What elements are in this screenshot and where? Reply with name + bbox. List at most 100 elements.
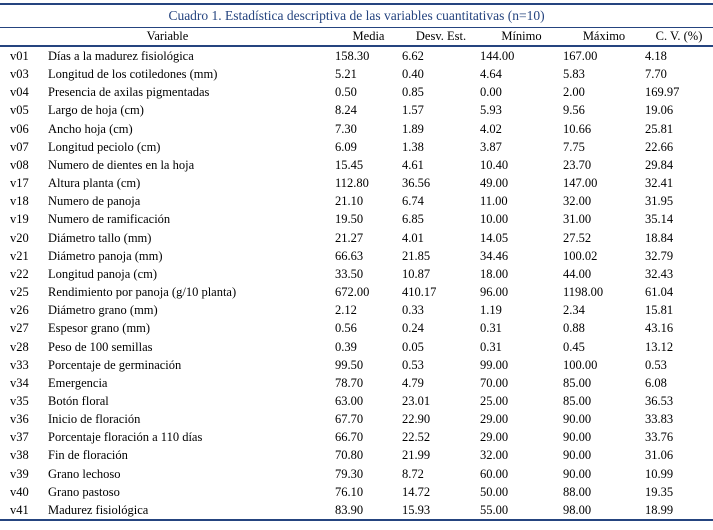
maximo-value: 85.00	[563, 375, 592, 390]
variable-name: Ancho hoja (cm)	[48, 121, 133, 136]
media-value: 67.70	[335, 412, 364, 427]
cv-value: 6.08	[645, 375, 667, 390]
media-value: 21.27	[335, 230, 364, 245]
maximo-value: 90.00	[563, 412, 592, 427]
media-value: 21.10	[335, 194, 364, 209]
variable-code: v40	[10, 484, 29, 499]
desv-est-value: 4.79	[402, 375, 424, 390]
desv-est-value: 8.72	[402, 466, 424, 481]
table-row: v38 Fin de floración 70.80 21.99 32.00 90.00 3…	[0, 446, 713, 464]
table-row: v27 Espesor grano (mm) 0.56 0.24 0.31 0.88 43.…	[0, 319, 713, 337]
table-row: v20 Diámetro tallo (mm) 21.27 4.01 14.05 27.5…	[0, 229, 713, 247]
variable-name: Grano pastoso	[48, 484, 120, 499]
cv-value: 31.06	[645, 448, 674, 463]
variable-code: v26	[10, 303, 29, 318]
maximo-value: 85.00	[563, 393, 592, 408]
variable-name: Rendimiento por panoja (g/10 planta)	[48, 285, 237, 300]
variable-code: v04	[10, 85, 29, 100]
minimo-value: 29.00	[480, 412, 509, 427]
desv-est-value: 4.01	[402, 230, 424, 245]
variable-name: Presencia de axilas pigmentadas	[48, 85, 210, 100]
table-row: v25 Rendimiento por panoja (g/10 planta) 6…	[0, 283, 713, 301]
variable-code: v41	[10, 502, 29, 517]
minimo-value: 144.00	[480, 49, 515, 63]
cv-value: 13.12	[645, 339, 674, 354]
cv-value: 0.53	[645, 357, 667, 372]
variable-name: Emergencia	[48, 375, 108, 390]
desv-est-value: 15.93	[402, 502, 431, 517]
media-value: 2.12	[335, 303, 357, 318]
media-value: 99.50	[335, 357, 364, 372]
table-row: v34 Emergencia 78.70 4.79 70.00 85.00 6.08	[0, 374, 713, 392]
maximo-value: 9.56	[563, 103, 585, 118]
variable-name: Peso de 100 semillas	[48, 339, 153, 354]
maximo-value: 27.52	[563, 230, 592, 245]
minimo-value: 10.00	[480, 212, 509, 227]
table-row: v22 Longitud panoja (cm) 33.50 10.87 18.00 44…	[0, 265, 713, 283]
minimo-value: 50.00	[480, 484, 509, 499]
maximo-value: 90.00	[563, 466, 592, 481]
desv-est-value: 0.85	[402, 85, 424, 100]
cv-value: 19.06	[645, 103, 674, 118]
desv-est-value: 21.85	[402, 248, 431, 263]
maximo-value: 32.00	[563, 194, 592, 209]
cv-value: 33.83	[645, 412, 674, 427]
variable-name: Días a la madurez fisiológica	[48, 49, 194, 63]
maximo-value: 5.83	[563, 67, 585, 82]
table-row: v19 Numero de ramificación 19.50 6.85 10.00 3…	[0, 210, 713, 228]
cv-value: 61.04	[645, 285, 674, 300]
header-row: Variable Media Desv. Est. Mínimo Máximo …	[0, 28, 713, 47]
table-row: v36 Inicio de floración 67.70 22.90 29.00 90.…	[0, 410, 713, 428]
table-row: v21 Diámetro panoja (mm) 66.63 21.85 34.46 10…	[0, 247, 713, 265]
header-cv: C. V. (%)	[645, 28, 713, 47]
variable-name: Diámetro tallo (mm)	[48, 230, 152, 245]
minimo-value: 55.00	[480, 502, 509, 517]
minimo-value: 0.31	[480, 339, 502, 354]
minimo-value: 32.00	[480, 448, 509, 463]
variable-name: Inicio de floración	[48, 412, 141, 427]
desv-est-value: 6.62	[402, 49, 424, 63]
variable-name: Largo de hoja (cm)	[48, 103, 144, 118]
cv-value: 25.81	[645, 121, 674, 136]
header-media: Media	[335, 28, 402, 47]
descriptive-statistics-table: Variable Media Desv. Est. Mínimo Máximo …	[0, 28, 713, 519]
table-row: v40 Grano pastoso 76.10 14.72 50.00 88.00 19.3…	[0, 483, 713, 501]
maximo-value: 1198.00	[563, 285, 604, 300]
table-header: Variable Media Desv. Est. Mínimo Máximo …	[0, 28, 713, 47]
table-row: v08 Numero de dientes en la hoja 15.45 4.61…	[0, 156, 713, 174]
desv-est-value: 0.24	[402, 321, 424, 336]
variable-name: Madurez fisiológica	[48, 502, 149, 517]
table-row: v26 Diámetro grano (mm) 2.12 0.33 1.19 2.34 15…	[0, 301, 713, 319]
minimo-value: 5.93	[480, 103, 502, 118]
minimo-value: 49.00	[480, 176, 509, 191]
minimo-value: 10.40	[480, 157, 509, 172]
variable-code: v37	[10, 430, 29, 445]
maximo-value: 88.00	[563, 484, 592, 499]
variable-name: Altura planta (cm)	[48, 176, 141, 191]
maximo-value: 10.66	[563, 121, 592, 136]
variable-name: Numero de panoja	[48, 194, 141, 209]
variable-name: Botón floral	[48, 393, 109, 408]
media-value: 76.10	[335, 484, 364, 499]
variable-code: v01	[10, 49, 29, 63]
maximo-value: 31.00	[563, 212, 592, 227]
minimo-value: 4.02	[480, 121, 502, 136]
variable-name: Espesor grano (mm)	[48, 321, 151, 336]
cv-value: 35.14	[645, 212, 674, 227]
variable-name: Longitud panoja (cm)	[48, 266, 157, 281]
minimo-value: 25.00	[480, 393, 509, 408]
table-row: v01 Días a la madurez fisiológica 158.30 6.…	[0, 46, 713, 65]
variable-code: v06	[10, 121, 29, 136]
desv-est-value: 22.90	[402, 412, 431, 427]
desv-est-value: 22.52	[402, 430, 431, 445]
minimo-value: 14.05	[480, 230, 509, 245]
variable-code: v17	[10, 176, 29, 191]
desv-est-value: 0.33	[402, 303, 424, 318]
maximo-value: 7.75	[563, 139, 585, 154]
minimo-value: 18.00	[480, 266, 509, 281]
table-row: v03 Longitud de los cotiledones (mm) 5.21 0…	[0, 65, 713, 83]
variable-name: Diámetro panoja (mm)	[48, 248, 163, 263]
cv-value: 7.70	[645, 67, 667, 82]
maximo-value: 44.00	[563, 266, 592, 281]
desv-est-value: 21.99	[402, 448, 431, 463]
